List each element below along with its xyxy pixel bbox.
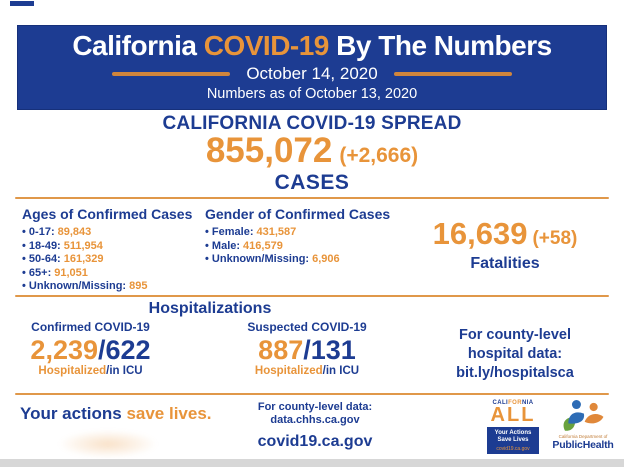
separator: / — [98, 335, 106, 365]
ages-item-value: 161,329 — [63, 253, 104, 265]
watermark-smudge — [58, 430, 158, 458]
ages-section: Ages of Confirmed Cases 0-17:89,843 18-4… — [22, 206, 192, 294]
section-divider — [15, 393, 609, 395]
in-icu-word: /in ICU — [106, 365, 143, 377]
date-divider-left — [112, 72, 231, 76]
gender-item: Unknown/Missing:6,906 — [205, 253, 390, 267]
gender-item-label: Male: — [211, 239, 241, 252]
gender-item: Male:416,579 — [205, 240, 390, 254]
ca-word-post: NIA — [521, 400, 534, 406]
gender-item-label: Unknown/Missing: — [211, 253, 310, 265]
ca-box-line1: Your Actions — [494, 430, 532, 436]
suspected-numbers: 887/131 — [222, 335, 392, 365]
gender-item: Female:431,587 — [205, 226, 390, 240]
data-as-of-subtitle: Numbers as of October 13, 2020 — [206, 86, 418, 102]
county-hospital-data-link: bit.ly/hospitalsca — [456, 365, 574, 381]
separator: / — [303, 335, 311, 365]
county-hospital-note-line2: hospital data: — [467, 346, 563, 362]
total-cases-row: 855,072 (+2,666) — [0, 131, 624, 171]
county-hospital-data-note: For county-level hospital data: bit.ly/h… — [424, 326, 606, 383]
confirmed-hospitalized-value: 2,239 — [30, 335, 98, 365]
total-cases-value: 855,072 — [205, 131, 333, 170]
gender-item-value: 431,587 — [256, 226, 297, 238]
ages-item-value: 89,843 — [57, 226, 92, 238]
ages-item: 50-64:161,329 — [22, 253, 192, 267]
ages-title: Ages of Confirmed Cases — [22, 206, 193, 222]
ages-item: 18-49:511,954 — [22, 240, 192, 254]
gender-title: Gender of Confirmed Cases — [205, 206, 391, 222]
california-all-box: Your Actions Save Lives covid19.ca.gov — [487, 427, 539, 454]
confirmed-numbers: 2,239/622 — [8, 335, 173, 365]
ages-item-label: Unknown/Missing: — [28, 280, 127, 292]
gender-item-value: 6,906 — [312, 253, 340, 265]
confirmed-label: Confirmed COVID-19 — [31, 320, 150, 334]
cdph-logo-icon — [563, 400, 604, 431]
confirmed-sublabel: Hospitalized/in ICU — [8, 365, 173, 377]
confirmed-icu-value: 622 — [105, 335, 151, 365]
slogan: Your actions save lives. — [20, 404, 212, 424]
cdph-publichealth-text: PublicHealth — [552, 439, 614, 451]
date-row: October 14, 2020 — [18, 64, 606, 84]
cases-label: CASES — [274, 171, 350, 194]
page-title-part1: California — [72, 30, 204, 61]
suspected-label: Suspected COVID-19 — [247, 320, 367, 334]
in-icu-word: /in ICU — [322, 365, 360, 377]
top-left-artifact — [10, 1, 34, 6]
fatalities-section: 16,639 (+58) Fatalities — [398, 216, 612, 273]
fatalities-label: Fatalities — [470, 255, 540, 272]
page-title-highlight: COVID-19 — [203, 30, 330, 61]
ages-item-value: 91,051 — [54, 266, 88, 279]
gender-item-label: Female: — [211, 226, 254, 238]
ages-item-value: 511,954 — [63, 239, 103, 252]
county-data-link: data.chhs.ca.gov — [270, 414, 360, 426]
ca-box-site: covid19.ca.gov — [496, 446, 530, 452]
suspected-sublabel: Hospitalized/in ICU — [222, 365, 392, 377]
ages-item: Unknown/Missing:895 — [22, 280, 192, 294]
ages-item-label: 0-17: — [28, 226, 55, 238]
section-divider — [15, 295, 609, 297]
ca-box-line2: Save Lives — [497, 437, 529, 443]
slogan-part2: save lives. — [126, 404, 212, 423]
hospitalizations-title: Hospitalizations — [148, 300, 272, 317]
spread-section-title: CALIFORNIA COVID-19 SPREAD — [162, 113, 462, 134]
ages-item-label: 18-49: — [28, 239, 61, 252]
covid19-site-link: covid19.ca.gov — [257, 433, 373, 450]
county-hospital-note-line1: For county-level — [459, 327, 571, 343]
page-title: California COVID-19 By The Numbers — [18, 30, 606, 62]
header-banner: California COVID-19 By The Numbers Octob… — [17, 25, 607, 110]
gender-section: Gender of Confirmed Cases Female:431,587… — [205, 206, 390, 267]
california-all-wordmark: CALIFORNIA — [487, 400, 539, 406]
suspected-icu-value: 131 — [310, 335, 356, 365]
ca-word-pre: CALI — [492, 400, 509, 406]
bottom-edge-strip — [0, 459, 624, 467]
date-divider-right — [393, 72, 512, 76]
footer-links: For county-level data: data.chhs.ca.gov … — [230, 401, 400, 451]
suspected-hospitalized-value: 887 — [258, 335, 304, 365]
ages-item-label: 65+: — [28, 266, 52, 279]
ages-item: 65+:91,051 — [22, 267, 192, 281]
ages-item-value: 895 — [129, 280, 148, 292]
county-data-note-line1: For county-level data: — [257, 401, 373, 413]
confirmed-hospitalizations: Confirmed COVID-19 2,239/622 Hospitalize… — [8, 320, 173, 377]
california-all-logo: CALIFORNIA ALL Your Actions Save Lives c… — [487, 400, 539, 454]
cdph-logo: California Department of PublicHealth — [545, 398, 621, 451]
cdph-department-text: California Department of — [558, 434, 608, 439]
ca-word-mid: FOR — [508, 400, 522, 406]
gender-item-value: 416,579 — [243, 239, 283, 252]
hospitalized-word: Hospitalized — [254, 365, 323, 377]
ages-item-label: 50-64: — [28, 253, 61, 265]
fatalities-delta: (+58) — [532, 228, 578, 249]
hospitalized-word: Hospitalized — [38, 365, 107, 377]
report-date: October 14, 2020 — [246, 64, 378, 83]
suspected-hospitalizations: Suspected COVID-19 887/131 Hospitalized/… — [222, 320, 392, 377]
slogan-part1: Your actions — [20, 404, 127, 423]
fatalities-row: 16,639 (+58) — [398, 216, 612, 252]
section-divider — [15, 197, 609, 199]
california-all-text: ALL — [490, 404, 536, 426]
ages-item: 0-17:89,843 — [22, 226, 192, 240]
new-cases-delta: (+2,666) — [339, 144, 419, 167]
page-title-part2: By The Numbers — [328, 30, 552, 61]
fatalities-total: 16,639 — [432, 216, 528, 251]
